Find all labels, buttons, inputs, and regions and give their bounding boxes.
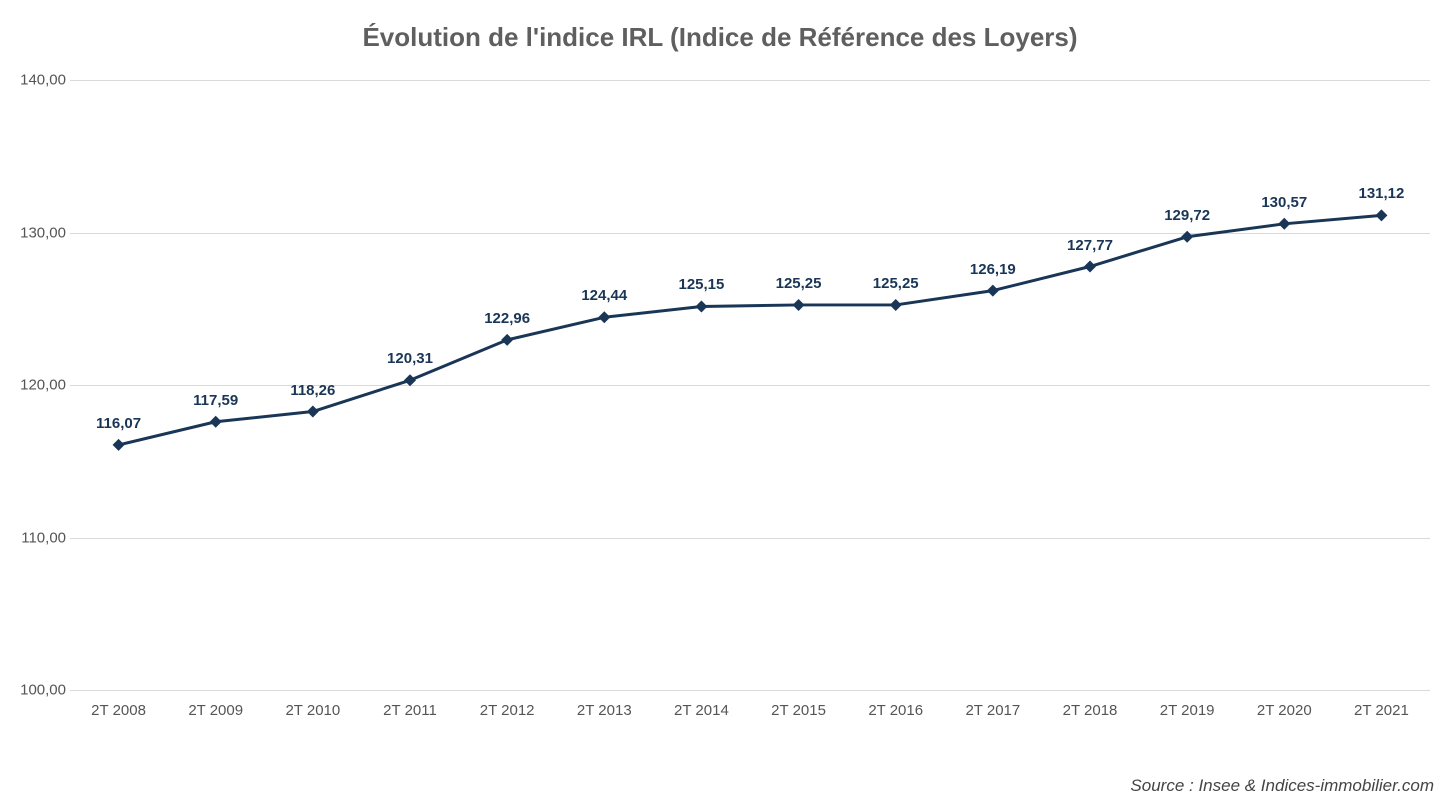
data-label: 125,25 [776, 275, 822, 292]
data-marker [1084, 261, 1096, 273]
data-label: 127,77 [1067, 237, 1113, 254]
x-axis-label: 2T 2010 [285, 702, 340, 719]
chart-title: Évolution de l'indice IRL (Indice de Réf… [0, 22, 1440, 53]
x-axis-label: 2T 2020 [1257, 702, 1312, 719]
data-marker [404, 374, 416, 386]
x-axis-label: 2T 2021 [1354, 702, 1409, 719]
data-marker [793, 299, 805, 311]
y-axis-label: 110,00 [8, 529, 66, 546]
data-label: 117,59 [193, 392, 238, 409]
x-axis-label: 2T 2011 [383, 702, 437, 719]
data-marker [113, 439, 125, 451]
data-marker [987, 285, 999, 297]
data-label: 125,15 [678, 276, 724, 293]
y-axis-label: 130,00 [8, 224, 66, 241]
data-label: 120,31 [387, 350, 433, 367]
plot-area: 100,00110,00120,00130,00140,002T 20082T … [70, 80, 1430, 690]
data-marker [210, 416, 222, 428]
data-marker [598, 311, 610, 323]
y-axis-label: 120,00 [8, 377, 66, 394]
x-axis-label: 2T 2017 [965, 702, 1020, 719]
data-label: 126,19 [970, 261, 1016, 278]
line-series [70, 80, 1430, 690]
data-marker [1278, 218, 1290, 230]
data-label: 130,57 [1261, 194, 1307, 211]
x-axis-label: 2T 2015 [771, 702, 826, 719]
chart-container: Évolution de l'indice IRL (Indice de Réf… [0, 0, 1440, 810]
data-marker [1375, 209, 1387, 221]
gridline [70, 690, 1430, 691]
data-label: 124,44 [581, 287, 627, 304]
data-label: 118,26 [290, 382, 335, 399]
x-axis-label: 2T 2019 [1160, 702, 1215, 719]
x-axis-label: 2T 2016 [868, 702, 923, 719]
data-label: 122,96 [484, 310, 530, 327]
x-axis-label: 2T 2013 [577, 702, 632, 719]
y-axis-label: 140,00 [8, 72, 66, 89]
x-axis-label: 2T 2009 [188, 702, 243, 719]
data-label: 131,12 [1358, 185, 1404, 202]
x-axis-label: 2T 2018 [1063, 702, 1118, 719]
data-marker [501, 334, 513, 346]
data-label: 116,07 [96, 415, 141, 432]
data-marker [890, 299, 902, 311]
data-marker [695, 300, 707, 312]
source-text: Source : Insee & Indices-immobilier.com [1130, 776, 1434, 796]
x-axis-label: 2T 2012 [480, 702, 535, 719]
data-marker [307, 406, 319, 418]
x-axis-label: 2T 2014 [674, 702, 729, 719]
y-axis-label: 100,00 [8, 682, 66, 699]
data-label: 125,25 [873, 275, 919, 292]
data-marker [1181, 231, 1193, 243]
data-label: 129,72 [1164, 207, 1210, 224]
x-axis-label: 2T 2008 [91, 702, 146, 719]
